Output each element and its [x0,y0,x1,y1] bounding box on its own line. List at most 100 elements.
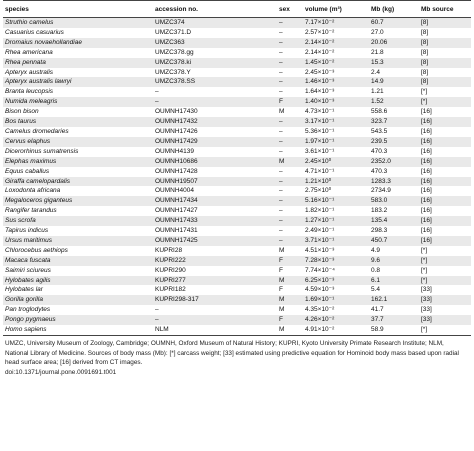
header-row: species accession no. sex volume (m³) Mb… [3,0,471,18]
volume-cell: 4.35×10⁻² [305,306,335,314]
source-cell: [33] [419,315,471,326]
header-species: species [3,0,153,18]
source-cell: [16] [421,108,432,116]
source-cell: [16] [421,207,432,215]
sex-cell: M [277,325,303,337]
volume-cell: 1.69×10⁻¹ [303,295,369,306]
accession-cell: KUPRI182 [155,286,186,294]
volume-cell: 7.74×10⁻⁴ [305,266,335,274]
table-row: Rangifer tarandus OUMNH17427 – 1.82×10⁻¹ 183… [3,206,471,216]
accession-cell: UMZC378.ki [153,57,277,68]
sex-cell: F [279,266,283,274]
table-row: Macaca fuscata KUPRI222 F 7.28×10⁻³ 9.6 [*] [3,255,471,266]
volume-cell: 4.26×10⁻² [303,315,369,326]
species-cell: Elephas maximus [3,156,153,167]
accession-cell: KUPRI298-317 [153,295,277,306]
source-cell: [8] [419,17,471,28]
sex-cell: M [277,156,303,167]
volume-cell: 4.71×10⁻¹ [305,167,335,175]
body-mass-cell: 162.1 [369,295,419,306]
body-mass-cell: 558.6 [371,108,388,116]
sex-cell: M [279,306,285,314]
accession-cell: – [155,88,159,96]
body-mass-cell: 1283.3 [369,176,419,187]
table-row: Hylobates agilis KUPRI277 M 6.25×10⁻³ 6.1 [*] [3,275,471,286]
species-cell: Camelus dromedaries [5,127,69,135]
volume-cell: 4.73×10⁻¹ [305,108,335,116]
doi-link[interactable]: doi:10.1371/journal.pone.0091691.t001 [5,368,117,376]
sex-cell: F [277,255,303,266]
source-cell: [16] [421,167,432,175]
volume-cell: 2.57×10⁻² [305,28,335,36]
table-row: Rhea americana UMZC378.gg – 2.14×10⁻² 21.8 [8… [3,48,471,58]
body-mass-cell: 1.52 [369,97,419,108]
sex-cell: F [277,97,303,108]
table-row: Cervus elaphus OUMNH17429–1.97×10⁻¹ 239.5[… [3,136,471,147]
species-cell: Chlorocebus aethiops [5,246,68,254]
source-cell: [33] [421,286,432,294]
table-footnote: UMZC, University Museum of Zoology, Camb… [5,340,459,366]
species-cell: Branta leucopsis [5,88,54,96]
accession-cell: UMZC371.D [155,28,192,36]
table-row: Elephas maximus OUMNH10686 M 2.45×10⁰ 2352.0… [3,156,471,167]
volume-cell: 2.14×10⁻² [305,48,335,56]
accession-cell: OUMNH17426 [155,127,198,135]
species-cell: Rhea pennata [3,57,153,68]
sex-cell: M [279,108,285,116]
body-mass-cell: 5.4 [371,286,381,294]
table-row: Dicerorhinus sumatrensis OUMNH4139 – 3.61×1… [3,147,471,157]
body-mass-cell: 2.4 [371,68,381,76]
body-mass-cell: 27.0 [371,28,384,36]
accession-cell: OUMNH17430 [155,108,198,116]
body-mass-cell: 0.8 [371,266,381,274]
accession-cell: OUMNH19507 [153,176,277,187]
species-cell: Pan troglodytes [5,306,51,314]
species-cell: Bos taurus [3,117,153,127]
body-mass-cell: 20.06 [369,37,419,48]
source-cell: [*] [421,88,428,96]
volume-cell: 1.82×10⁻¹ [305,207,335,215]
body-mass-cell: 21.8 [371,48,384,56]
source-cell: [8] [421,68,429,76]
table-row: Megaloceros giganteus OUMNH17434–5.16×10⁻… [3,196,471,207]
table-row: Ursus maritimus OUMNH17425–3.71×10⁻¹ 450.7… [3,235,471,246]
accession-cell: OUMNH17432 [153,117,277,127]
source-cell: [16] [419,117,471,127]
source-cell: [16] [421,127,432,135]
table-row: Dromaius novaehollandiae UMZC363–2.14×10⁻… [3,37,471,48]
table-row: Sus scrofa OUMNH17433–1.27×10⁻¹ 135.4 [16] [3,216,471,227]
species-cell: Rhea americana [5,48,53,56]
species-cell: Tapirus indicus [5,227,49,235]
species-cell: Pongo pygmaeus [3,315,153,326]
volume-cell: 1.21×10⁰ [303,176,369,187]
species-cell: Sus scrofa [3,216,153,227]
sex-cell: – [277,216,303,227]
accession-cell: KUPRI222 [153,255,277,266]
table-row: Giraffa camelopardalis OUMNH19507–1.21×10… [3,176,471,187]
source-cell: [8] [419,77,471,88]
sex-cell: – [279,88,283,96]
header-sex: sex [277,0,303,18]
header-body-mass-source: Mb source [419,0,471,18]
species-cell: Homo sapiens [3,325,153,337]
body-mass-cell: 135.4 [369,216,419,227]
volume-cell: 1.64×10⁻³ [305,88,335,96]
species-cell: Rangifer tarandus [5,207,57,215]
source-cell: [16] [419,176,471,187]
species-cell: Giraffa camelopardalis [3,176,153,187]
accession-cell: KUPRI277 [153,275,277,286]
accession-cell: UMZC378.SS [153,77,277,88]
body-mass-cell: 470.3 [371,167,388,175]
body-mass-cell: 60.7 [369,17,419,28]
sex-cell: – [279,187,283,195]
sex-cell: – [277,57,303,68]
sex-cell: – [277,235,303,246]
source-cell: [16] [419,136,471,147]
table-row: Loxodonta africana OUMNH4004 – 2.75×10⁰ 2734… [3,186,471,196]
species-cell: Hylobates lar [5,286,43,294]
source-cell: [8] [421,48,429,56]
table-row: Bison bison OUMNH17430 M 4.73×10⁻¹ 558.6 [16] [3,107,471,117]
accession-cell: UMZC363 [153,37,277,48]
species-cell: Struthio camelus [3,17,153,28]
accession-cell: KUPRI290 [155,266,186,274]
